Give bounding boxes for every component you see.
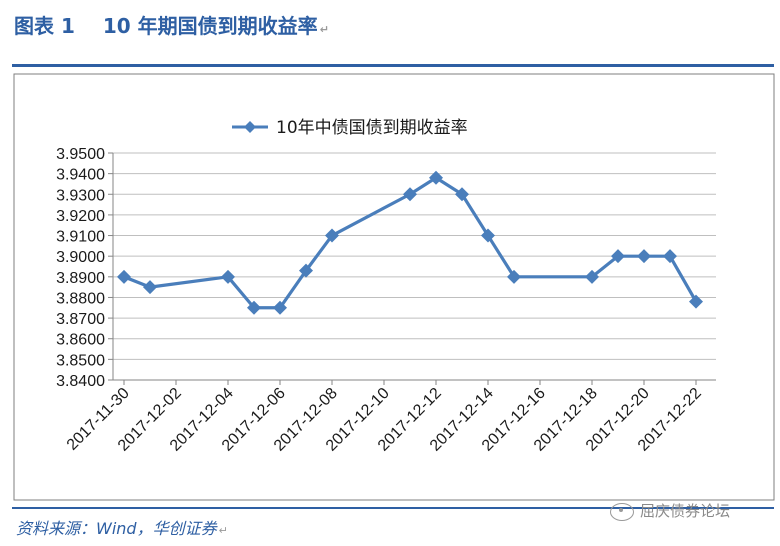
series-group bbox=[117, 170, 703, 315]
data-point-marker bbox=[143, 280, 157, 295]
y-tick-labels: 3.8400 3.8500 3.8600 3.8700 3.8800 3.8900 3.90… bbox=[56, 146, 105, 390]
y-tick-label: 3.8900 bbox=[56, 270, 105, 287]
data-point-marker bbox=[611, 249, 625, 264]
y-tick-label: 3.9200 bbox=[56, 208, 105, 225]
source-text: 资料来源：Wind，华创证券 bbox=[16, 519, 217, 538]
gridlines bbox=[108, 152, 716, 385]
top-rule bbox=[12, 64, 774, 67]
data-point-marker bbox=[299, 263, 313, 278]
data-point-marker bbox=[273, 300, 287, 315]
watermark-text: 屈庆债券论坛 bbox=[640, 502, 731, 520]
data-point-marker bbox=[689, 294, 703, 309]
data-point-marker bbox=[455, 187, 469, 202]
data-point-marker bbox=[247, 300, 261, 315]
wechat-icon bbox=[610, 502, 634, 521]
data-point-marker bbox=[221, 269, 235, 284]
y-tick-label: 3.9400 bbox=[56, 167, 105, 184]
legend-marker bbox=[244, 121, 256, 133]
data-point-marker bbox=[403, 187, 417, 202]
figure-title: 图表 1 10 年期国债到期收益率 ↵ bbox=[14, 10, 329, 39]
data-point-marker bbox=[429, 170, 443, 185]
figure-caption: 10 年期国债到期收益率 bbox=[102, 14, 318, 38]
watermark: 屈庆债券论坛 bbox=[610, 500, 730, 521]
y-tick-label: 3.8400 bbox=[56, 373, 105, 390]
chart-frame bbox=[13, 73, 775, 501]
y-tick-label: 3.9000 bbox=[56, 249, 105, 266]
data-point-marker bbox=[117, 269, 131, 284]
source-return-mark: ↵ bbox=[218, 524, 228, 537]
legend-label: 10年中债国债到期收益率 bbox=[276, 118, 468, 138]
y-tick-label: 3.8800 bbox=[56, 290, 105, 307]
source-note: 资料来源：Wind，华创证券 ↵ bbox=[16, 515, 228, 539]
data-point-marker bbox=[481, 228, 495, 243]
bottom-rule bbox=[12, 507, 774, 509]
data-point-marker bbox=[507, 269, 521, 284]
y-tick-label: 3.9100 bbox=[56, 229, 105, 246]
y-tick-label: 3.9300 bbox=[56, 187, 105, 204]
data-point-marker bbox=[663, 249, 677, 264]
y-tick-label: 3.9500 bbox=[56, 146, 105, 163]
y-tick-label: 3.8700 bbox=[56, 311, 105, 328]
y-tick-label: 3.8600 bbox=[56, 332, 105, 349]
data-point-marker bbox=[325, 228, 339, 243]
legend: 10年中债国债到期收益率 bbox=[232, 118, 468, 138]
data-point-marker bbox=[585, 269, 599, 284]
return-mark: ↵ bbox=[319, 23, 329, 36]
data-point-marker bbox=[637, 249, 651, 264]
y-tick-label: 3.8500 bbox=[56, 352, 105, 369]
figure-label: 图表 1 bbox=[14, 14, 75, 38]
